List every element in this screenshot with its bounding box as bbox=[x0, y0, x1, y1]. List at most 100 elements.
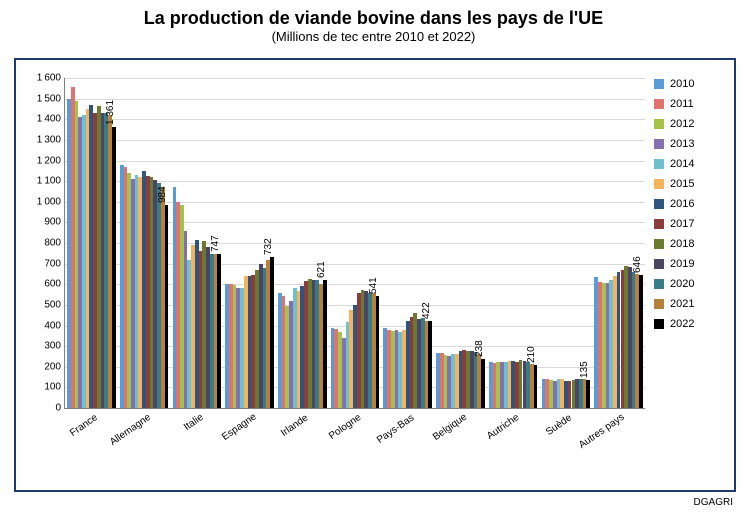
chart-title: La production de viande bovine dans les … bbox=[0, 0, 747, 29]
y-tick-label: 1 300 bbox=[19, 134, 61, 145]
legend-swatch bbox=[654, 259, 664, 269]
y-tick-label: 0 bbox=[19, 403, 61, 414]
bar bbox=[217, 254, 221, 408]
legend-item: 2016 bbox=[654, 198, 726, 210]
x-tick-label: Espagne bbox=[220, 412, 259, 444]
x-tick-label: Pologne bbox=[327, 412, 363, 442]
legend-swatch bbox=[654, 99, 664, 109]
y-tick-label: 600 bbox=[19, 279, 61, 290]
x-tick-label: Suède bbox=[544, 412, 574, 438]
page: La production de viande bovine dans les … bbox=[0, 0, 747, 514]
gridline bbox=[65, 119, 645, 120]
legend-label: 2015 bbox=[670, 178, 694, 190]
x-tick-label: Belgique bbox=[431, 412, 469, 443]
legend-item: 2010 bbox=[654, 78, 726, 90]
y-tick-label: 700 bbox=[19, 258, 61, 269]
gridline bbox=[65, 161, 645, 162]
legend-swatch bbox=[654, 319, 664, 329]
source-label: DGAGRI bbox=[694, 497, 733, 508]
legend-swatch bbox=[654, 199, 664, 209]
y-tick-label: 1 000 bbox=[19, 196, 61, 207]
legend-label: 2012 bbox=[670, 118, 694, 130]
legend-item: 2020 bbox=[654, 278, 726, 290]
bar bbox=[165, 205, 169, 408]
bar-value-label: 210 bbox=[526, 346, 537, 363]
x-tick-label: France bbox=[68, 412, 100, 439]
bar bbox=[112, 127, 116, 408]
legend-swatch bbox=[654, 79, 664, 89]
legend-item: 2011 bbox=[654, 98, 726, 110]
bar bbox=[639, 275, 643, 408]
gridline bbox=[65, 140, 645, 141]
y-tick-label: 1 200 bbox=[19, 155, 61, 166]
legend-swatch bbox=[654, 119, 664, 129]
legend-label: 2019 bbox=[670, 258, 694, 270]
y-tick-label: 400 bbox=[19, 320, 61, 331]
bar-value-label: 238 bbox=[474, 340, 485, 357]
legend-item: 2012 bbox=[654, 118, 726, 130]
legend-label: 2021 bbox=[670, 298, 694, 310]
plot-area: 01002003004005006007008009001 0001 1001 … bbox=[64, 78, 645, 409]
y-tick-label: 300 bbox=[19, 341, 61, 352]
legend-label: 2020 bbox=[670, 278, 694, 290]
chart-frame: 0 100 200 300 400 500 600 700 800 900 1 000 1 100 1 … bbox=[14, 58, 736, 492]
bar bbox=[323, 280, 327, 408]
gridline bbox=[65, 78, 645, 79]
legend-swatch bbox=[654, 239, 664, 249]
bar-value-label: 984 bbox=[157, 186, 168, 203]
bar bbox=[376, 296, 380, 408]
legend-label: 2011 bbox=[670, 98, 694, 110]
y-tick-label: 800 bbox=[19, 238, 61, 249]
bar-value-label: 422 bbox=[421, 302, 432, 319]
x-tick-label: Italie bbox=[182, 412, 206, 433]
gridline bbox=[65, 99, 645, 100]
legend-item: 2021 bbox=[654, 298, 726, 310]
legend-item: 2015 bbox=[654, 178, 726, 190]
x-tick-label: Autres pays bbox=[577, 412, 627, 451]
y-tick-label: 1 100 bbox=[19, 176, 61, 187]
y-tick-label: 200 bbox=[19, 361, 61, 372]
legend-item: 2013 bbox=[654, 138, 726, 150]
bar-value-label: 541 bbox=[368, 278, 379, 295]
bar bbox=[534, 365, 538, 408]
legend-swatch bbox=[654, 179, 664, 189]
legend-label: 2014 bbox=[670, 158, 694, 170]
legend-swatch bbox=[654, 219, 664, 229]
y-tick-label: 500 bbox=[19, 299, 61, 310]
legend: 2010 2011 2012 2013 2014 2015 2016 2017 2018 2019… bbox=[654, 78, 726, 338]
legend-swatch bbox=[654, 279, 664, 289]
bar bbox=[270, 257, 274, 408]
y-tick-label: 900 bbox=[19, 217, 61, 228]
bar-value-label: 621 bbox=[316, 261, 327, 278]
legend-label: 2016 bbox=[670, 198, 694, 210]
x-tick-label: Autriche bbox=[485, 412, 521, 442]
x-tick-label: Allemagne bbox=[108, 412, 153, 448]
bar bbox=[481, 359, 485, 408]
bar-value-label: 135 bbox=[579, 361, 590, 378]
legend-item: 2018 bbox=[654, 238, 726, 250]
y-tick-label: 1 600 bbox=[19, 73, 61, 84]
legend-label: 2010 bbox=[670, 78, 694, 90]
legend-label: 2018 bbox=[670, 238, 694, 250]
bar-value-label: 1 361 bbox=[105, 100, 116, 125]
bar-value-label: 747 bbox=[210, 235, 221, 252]
legend-label: 2022 bbox=[670, 318, 694, 330]
legend-swatch bbox=[654, 159, 664, 169]
legend-swatch bbox=[654, 139, 664, 149]
legend-swatch bbox=[654, 299, 664, 309]
y-tick-label: 1 500 bbox=[19, 93, 61, 104]
bar-value-label: 732 bbox=[263, 238, 274, 255]
x-tick-label: Irlande bbox=[279, 412, 310, 439]
y-tick-label: 100 bbox=[19, 382, 61, 393]
y-tick-label: 1 400 bbox=[19, 114, 61, 125]
bar bbox=[586, 380, 590, 408]
legend-item: 2019 bbox=[654, 258, 726, 270]
legend-item: 2017 bbox=[654, 218, 726, 230]
legend-item: 2014 bbox=[654, 158, 726, 170]
legend-label: 2013 bbox=[670, 138, 694, 150]
x-tick-label: Pays-Bas bbox=[375, 412, 416, 446]
legend-label: 2017 bbox=[670, 218, 694, 230]
legend-item: 2022 bbox=[654, 318, 726, 330]
bar-value-label: 646 bbox=[632, 256, 643, 273]
bar bbox=[428, 321, 432, 408]
